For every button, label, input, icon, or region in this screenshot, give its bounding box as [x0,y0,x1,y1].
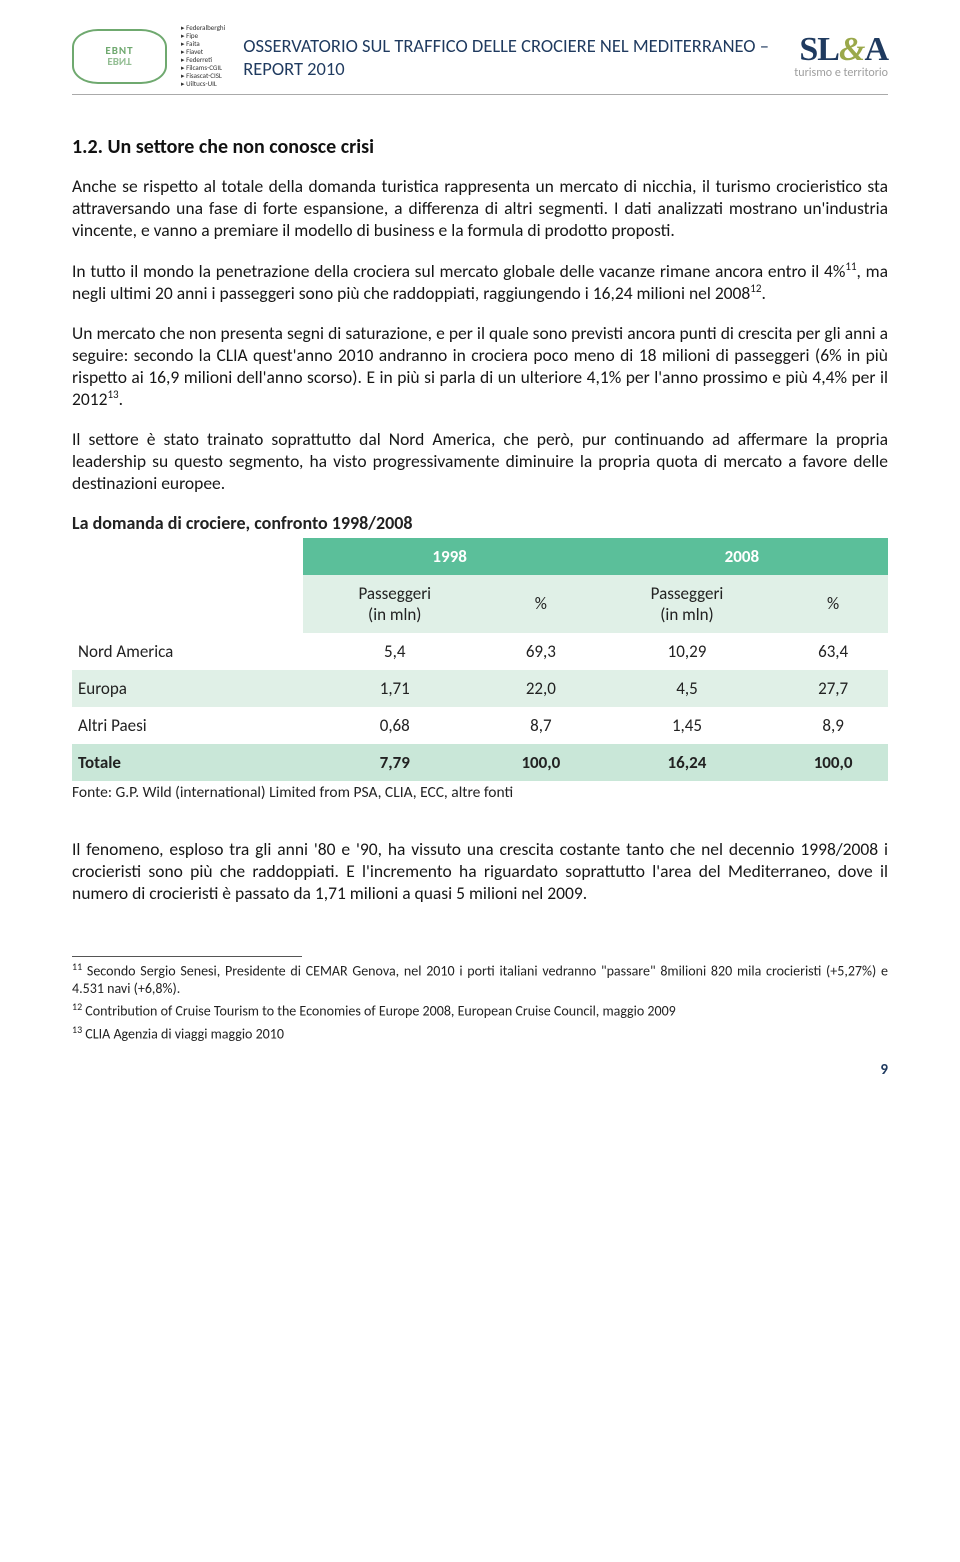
footnote-11-text: Secondo Sergio Senesi, Presidente di CEM… [72,963,888,997]
table-title: La domanda di crociere, confronto 1998/2… [72,512,888,534]
cell-value: 8,9 [778,707,888,744]
cell-label: Nord America [72,633,303,670]
report-title: OSSERVATORIO SUL TRAFFICO DELLE CROCIERE… [243,34,782,80]
table-row: Nord America 5,4 69,3 10,29 63,4 [72,633,888,670]
p2-part-c: . [761,282,765,304]
p3-part-b: . [119,388,123,410]
sla-logo: SL&A turismo e territorio [794,33,888,79]
table-blank-sub [72,575,303,633]
cell-value: 1,45 [596,707,779,744]
cell-value: 8,7 [486,707,596,744]
cell-value: 69,3 [486,633,596,670]
footnote-13-text: CLIA Agenzia di viaggi maggio 2010 [82,1026,284,1043]
cell-label: Europa [72,670,303,707]
paragraph-2: In tutto il mondo la penetrazione della … [72,260,888,304]
cell-value: 0,68 [303,707,486,744]
p2-part-a: In tutto il mondo la penetrazione della … [72,260,845,282]
cell-value: 63,4 [778,633,888,670]
footnote-12: 12 Contribution of Cruise Tourism to the… [72,1001,888,1020]
table-row-total: Totale 7,79 100,0 16,24 100,0 [72,744,888,781]
paragraph-5: Il fenomeno, esploso tra gli anni '80 e … [72,838,888,904]
paragraph-4: Il settore è stato trainato soprattutto … [72,428,888,494]
section-heading: 1.2. Un settore che non conosce crisi [72,135,888,159]
col-pct-1998: % [486,575,596,633]
cruise-demand-table: 1998 2008 Passeggeri (in mln) % Passegge… [72,538,888,781]
footnote-13: 13 CLIA Agenzia di viaggi maggio 2010 [72,1024,888,1043]
col-pax-2008: Passeggeri (in mln) [596,575,779,633]
cell-value: 16,24 [596,744,779,781]
footnote-ref-11: 11 [845,260,856,273]
cell-value: 22,0 [486,670,596,707]
cell-value: 27,7 [778,670,888,707]
cell-value: 1,71 [303,670,486,707]
footnotes-rule [72,956,302,957]
paragraph-3: Un mercato che non presenta segni di sat… [72,322,888,410]
col-pct-2008: % [778,575,888,633]
table-year-1998: 1998 [303,538,595,575]
p3-part-a: Un mercato che non presenta segni di sat… [72,322,888,410]
cell-value: 10,29 [596,633,779,670]
col-pax-1998: Passeggeri (in mln) [303,575,486,633]
table-source: Fonte: G.P. Wild (international) Limited… [72,783,888,802]
cell-label: Totale [72,744,303,781]
table-row: Europa 1,71 22,0 4,5 27,7 [72,670,888,707]
cell-value: 5,4 [303,633,486,670]
footnote-11: 11 Secondo Sergio Senesi, Presidente di … [72,961,888,997]
cell-value: 7,79 [303,744,486,781]
table-year-2008: 2008 [596,538,888,575]
ebnt-logo-mirror: EBNT [107,56,131,67]
cell-label: Altri Paesi [72,707,303,744]
table-blank-corner [72,538,303,575]
paragraph-1: Anche se rispetto al totale della domand… [72,175,888,241]
footnote-ref-13: 13 [107,388,118,401]
ebnt-logo: EBNT EBNT [72,29,167,84]
page-number: 9 [72,1061,888,1079]
sla-tagline: turismo e territorio [794,67,888,79]
cell-value: 4,5 [596,670,779,707]
cell-value: 100,0 [778,744,888,781]
footnote-12-text: Contribution of Cruise Tourism to the Ec… [82,1003,676,1020]
page-header: EBNT EBNT ▸ Federalberghi ▸ Fipe ▸ Faita… [72,24,888,95]
table-row: Altri Paesi 0,68 8,7 1,45 8,9 [72,707,888,744]
footnote-ref-12: 12 [750,282,761,295]
federations-list: ▸ Federalberghi ▸ Fipe ▸ Faita ▸ Fiavet … [181,24,225,88]
cell-value: 100,0 [486,744,596,781]
